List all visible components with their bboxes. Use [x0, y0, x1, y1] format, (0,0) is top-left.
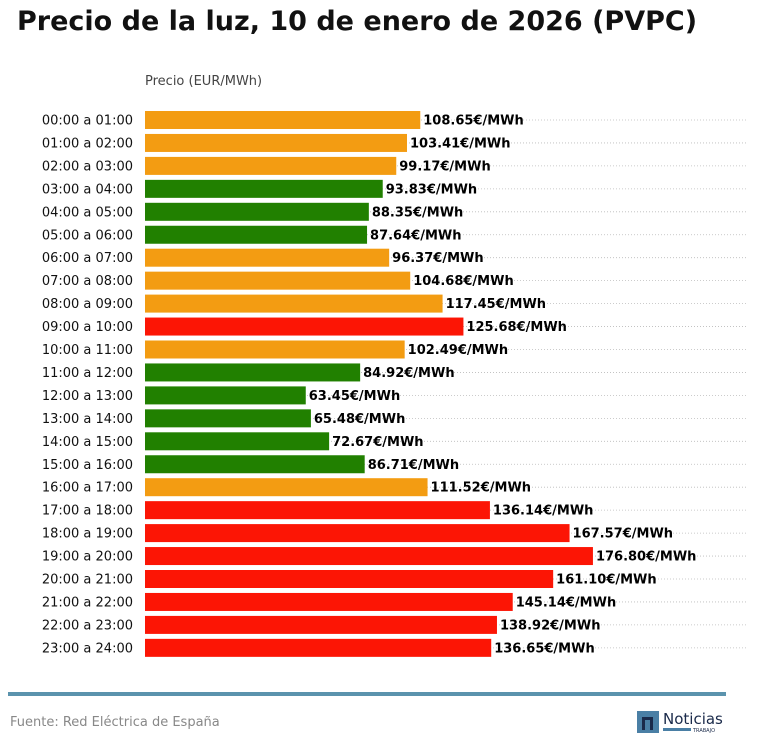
data-label: 167.57€/MWh [573, 527, 674, 542]
y-tick-label: 08:00 a 09:00 [42, 297, 133, 312]
data-label: 87.64€/MWh [370, 228, 461, 243]
bar [145, 363, 361, 382]
bar [145, 592, 513, 611]
data-label: 125.68€/MWh [466, 320, 567, 335]
data-label: 65.48€/MWh [314, 412, 405, 427]
y-tick-label: 19:00 a 20:00 [42, 550, 133, 565]
bar-chart: 00:00 a 01:00 108.65€/MWh 01:00 a 02:00 103… [42, 111, 748, 657]
data-label: 136.65€/MWh [494, 641, 594, 656]
bar [145, 225, 368, 244]
bar [145, 547, 593, 566]
data-label: 63.45€/MWh [309, 389, 400, 404]
chart-title: Precio de la luz, 10 de enero de 2026 (P… [17, 6, 698, 37]
y-tick-label: 06:00 a 07:00 [42, 251, 133, 266]
bar [145, 179, 383, 198]
y-tick-label: 05:00 a 06:00 [42, 228, 133, 243]
y-tick-label: 09:00 a 10:00 [42, 320, 133, 335]
y-tick-label: 14:00 a 15:00 [42, 435, 133, 450]
source-note: Fuente: Red Eléctrica de España [10, 715, 220, 730]
bar [145, 202, 369, 221]
bar [145, 248, 390, 267]
bar [145, 501, 490, 520]
bar [145, 409, 311, 428]
y-tick-label: 16:00 a 17:00 [42, 481, 133, 496]
bar [145, 615, 497, 634]
bar [145, 271, 411, 290]
bar [145, 455, 365, 474]
footer-rule [8, 692, 726, 696]
data-label: 145.14€/MWh [516, 595, 617, 610]
y-tick-label: 21:00 a 22:00 [42, 595, 133, 610]
y-tick-label: 11:00 a 12:00 [42, 366, 133, 381]
bar [145, 570, 554, 588]
data-label: 99.17€/MWh [399, 159, 490, 174]
data-label: 117.45€/MWh [446, 297, 546, 312]
data-label: 103.41€/MWh [410, 136, 511, 151]
data-label: 86.71€/MWh [368, 458, 459, 473]
y-tick-label: 18:00 a 19:00 [42, 527, 133, 542]
svg-text:Noticias: Noticias [663, 710, 723, 728]
data-label: 108.65€/MWh [423, 114, 524, 129]
data-label: 136.14€/MWh [493, 504, 594, 519]
data-label: 161.10€/MWh [556, 573, 657, 588]
data-label: 138.92€/MWh [500, 618, 601, 633]
data-label: 84.92€/MWh [363, 366, 454, 381]
y-tick-label: 04:00 a 05:00 [42, 205, 133, 220]
data-label: 176.80€/MWh [596, 550, 697, 565]
bar [145, 386, 306, 405]
bar [145, 294, 443, 313]
y-tick-label: 12:00 a 13:00 [42, 389, 133, 404]
svg-text:TRABAJO: TRABAJO [692, 728, 715, 734]
data-label: 96.37€/MWh [392, 251, 483, 266]
data-label: 104.68€/MWh [413, 274, 513, 289]
y-tick-label: 22:00 a 23:00 [42, 618, 133, 633]
y-tick-label: 03:00 a 04:00 [42, 182, 133, 197]
bar [145, 432, 330, 451]
data-label: 111.52€/MWh [431, 481, 532, 496]
data-label: 102.49€/MWh [408, 343, 509, 358]
bar [145, 133, 408, 152]
bar [145, 340, 405, 359]
noticias-trabajo-logo: Noticias TRABAJO [637, 710, 723, 734]
bar [145, 317, 464, 336]
y-tick-label: 13:00 a 14:00 [42, 412, 133, 427]
y-tick-label: 02:00 a 03:00 [42, 159, 133, 174]
y-tick-label: 17:00 a 18:00 [42, 504, 133, 519]
x-axis-label: Precio (EUR/MWh) [145, 74, 263, 89]
y-tick-label: 01:00 a 02:00 [42, 136, 133, 151]
y-tick-label: 00:00 a 01:00 [42, 114, 133, 129]
data-label: 72.67€/MWh [332, 435, 423, 450]
y-tick-label: 07:00 a 08:00 [42, 274, 133, 289]
bar [145, 111, 421, 129]
bar [145, 524, 570, 543]
bar [145, 478, 428, 497]
data-label: 88.35€/MWh [372, 205, 463, 220]
bar [145, 156, 397, 175]
data-label: 93.83€/MWh [386, 182, 477, 197]
bar [145, 638, 492, 657]
y-tick-label: 10:00 a 11:00 [42, 343, 133, 358]
y-tick-label: 23:00 a 24:00 [42, 641, 133, 656]
y-tick-label: 20:00 a 21:00 [42, 573, 133, 588]
y-tick-label: 15:00 a 16:00 [42, 458, 133, 473]
